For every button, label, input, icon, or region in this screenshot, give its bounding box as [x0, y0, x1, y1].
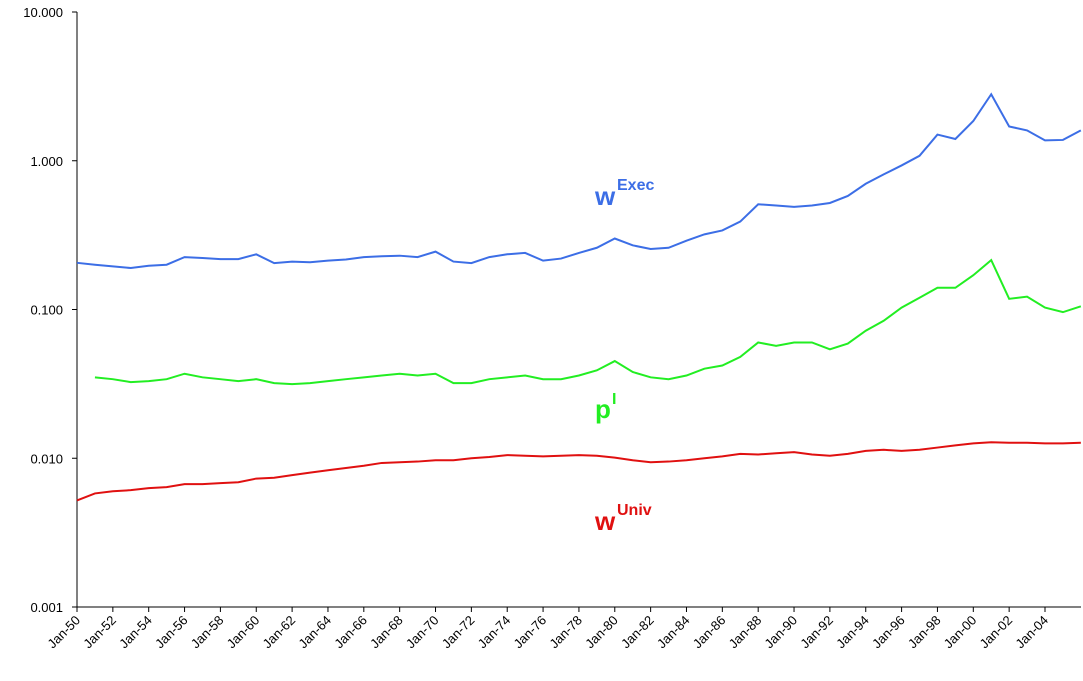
x-tick-label: Jan-86 [690, 613, 729, 652]
x-tick-label: Jan-98 [905, 613, 944, 652]
x-tick-label: Jan-52 [80, 613, 119, 652]
x-tick-label: Jan-74 [475, 613, 514, 652]
x-tick-label: Jan-90 [761, 613, 800, 652]
x-tick-label: Jan-94 [833, 613, 872, 652]
x-tick-label: Jan-76 [510, 613, 549, 652]
x-tick-label: Jan-78 [546, 613, 585, 652]
x-tick-label: Jan-64 [295, 613, 334, 652]
series-label: p [595, 394, 611, 424]
series-label: w [594, 181, 616, 211]
x-tick-label: Jan-92 [797, 613, 836, 652]
x-tick-label: Jan-54 [116, 613, 155, 652]
x-tick-label: Jan-96 [869, 613, 908, 652]
series-label-sup: Exec [617, 177, 654, 194]
y-tick-label: 0.100 [30, 303, 63, 318]
x-tick-label: Jan-56 [152, 613, 191, 652]
x-tick-label: Jan-80 [582, 613, 621, 652]
x-tick-label: Jan-00 [941, 613, 980, 652]
series-label-sup: I [612, 391, 616, 408]
series-label: w [594, 506, 616, 536]
y-tick-label: 1.000 [30, 154, 63, 169]
x-tick-label: Jan-66 [331, 613, 370, 652]
series-line [76, 92, 1082, 270]
series-line [76, 441, 1081, 502]
series-line [94, 258, 1082, 386]
y-tick-label: 10.000 [23, 5, 63, 20]
x-tick-label: Jan-72 [439, 613, 478, 652]
x-tick-label: Jan-60 [224, 613, 263, 652]
x-tick-label: Jan-04 [1012, 613, 1051, 652]
series-label-sup: Univ [617, 502, 652, 519]
x-tick-label: Jan-62 [260, 613, 299, 652]
x-tick-label: Jan-88 [726, 613, 765, 652]
y-tick-label: 0.010 [30, 451, 63, 466]
x-tick-label: Jan-50 [44, 613, 83, 652]
x-tick-label: Jan-68 [367, 613, 406, 652]
y-tick-label: 0.001 [30, 600, 63, 615]
x-tick-label: Jan-70 [403, 613, 442, 652]
x-tick-label: Jan-84 [654, 613, 693, 652]
x-tick-label: Jan-58 [188, 613, 227, 652]
x-tick-label: Jan-02 [977, 613, 1016, 652]
x-tick-label: Jan-82 [618, 613, 657, 652]
